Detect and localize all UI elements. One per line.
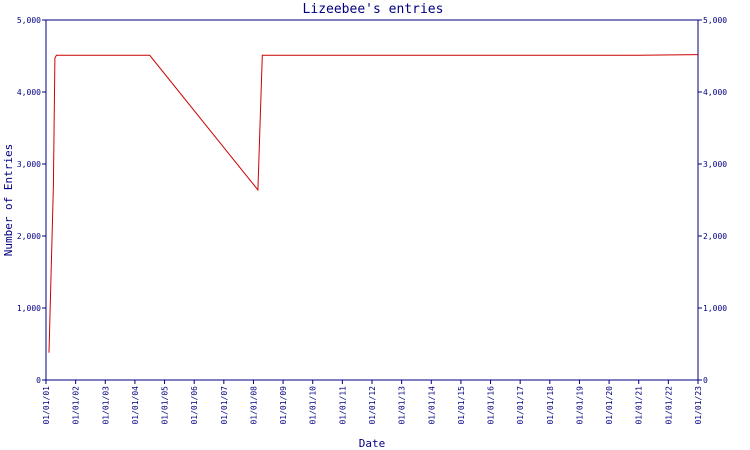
- x-tick-label: 01/01/21: [635, 386, 644, 425]
- x-tick-label: 01/01/12: [368, 386, 377, 425]
- x-tick-label: 01/01/02: [72, 386, 81, 425]
- y-tick-label-right: 5,000: [703, 16, 727, 25]
- x-tick-label: 01/01/04: [131, 386, 140, 425]
- y-tick-label-right: 1,000: [703, 304, 727, 313]
- y-tick-label-right: 4,000: [703, 88, 727, 97]
- x-axis-label: Date: [359, 437, 386, 450]
- y-axis-label: Number of Entries: [2, 144, 15, 257]
- x-tick-label: 01/01/03: [101, 386, 110, 425]
- y-tick-label-left: 2,000: [17, 232, 41, 241]
- y-tick-label-right: 2,000: [703, 232, 727, 241]
- series-layer: [48, 54, 699, 353]
- x-tick-label: 01/01/22: [664, 386, 673, 425]
- x-tick-label: 01/01/08: [249, 386, 258, 425]
- x-axis: 01/01/01 01/01/02 01/01/03 01/01/04 01/01/05…: [42, 380, 703, 425]
- y-tick-label-right: 0: [703, 376, 708, 385]
- chart-title: Lizeebee's entries: [303, 2, 444, 17]
- y-tick-label-left: 3,000: [17, 160, 41, 169]
- x-tick-label: 01/01/13: [398, 386, 407, 425]
- y-tick-label-right: 3,000: [703, 160, 727, 169]
- x-tick-label: 01/01/07: [220, 386, 229, 425]
- plot-area-frame: [45, 19, 699, 381]
- x-tick-label: 01/01/09: [279, 386, 288, 425]
- x-tick-label: 01/01/11: [338, 386, 347, 425]
- y-tick-label-left: 1,000: [17, 304, 41, 313]
- x-tick-label: 01/01/20: [605, 386, 614, 425]
- left-y-axis: 0 1,000 2,000 3,000 4,000 5,000: [17, 16, 46, 385]
- x-tick-label: 01/01/06: [190, 386, 199, 425]
- x-tick-label: 01/01/19: [575, 386, 584, 425]
- right-y-axis: 0 1,000 2,000 3,000 4,000 5,000: [698, 16, 727, 385]
- x-tick-label: 01/01/17: [516, 386, 525, 425]
- y-tick-label-left: 0: [36, 376, 41, 385]
- x-tick-label: 01/01/10: [309, 386, 318, 425]
- x-tick-label: 01/01/15: [457, 386, 466, 425]
- y-tick-label-left: 5,000: [17, 16, 41, 25]
- x-tick-label: 01/01/05: [161, 386, 170, 425]
- x-tick-label: 01/01/14: [427, 386, 436, 425]
- x-tick-label: 01/01/16: [487, 386, 496, 425]
- y-tick-label-left: 4,000: [17, 88, 41, 97]
- x-tick-label: 01/01/01: [42, 386, 51, 425]
- x-tick-label: 01/01/18: [546, 386, 555, 425]
- series-line: [48, 54, 699, 353]
- x-tick-label: 01/01/23: [694, 386, 703, 425]
